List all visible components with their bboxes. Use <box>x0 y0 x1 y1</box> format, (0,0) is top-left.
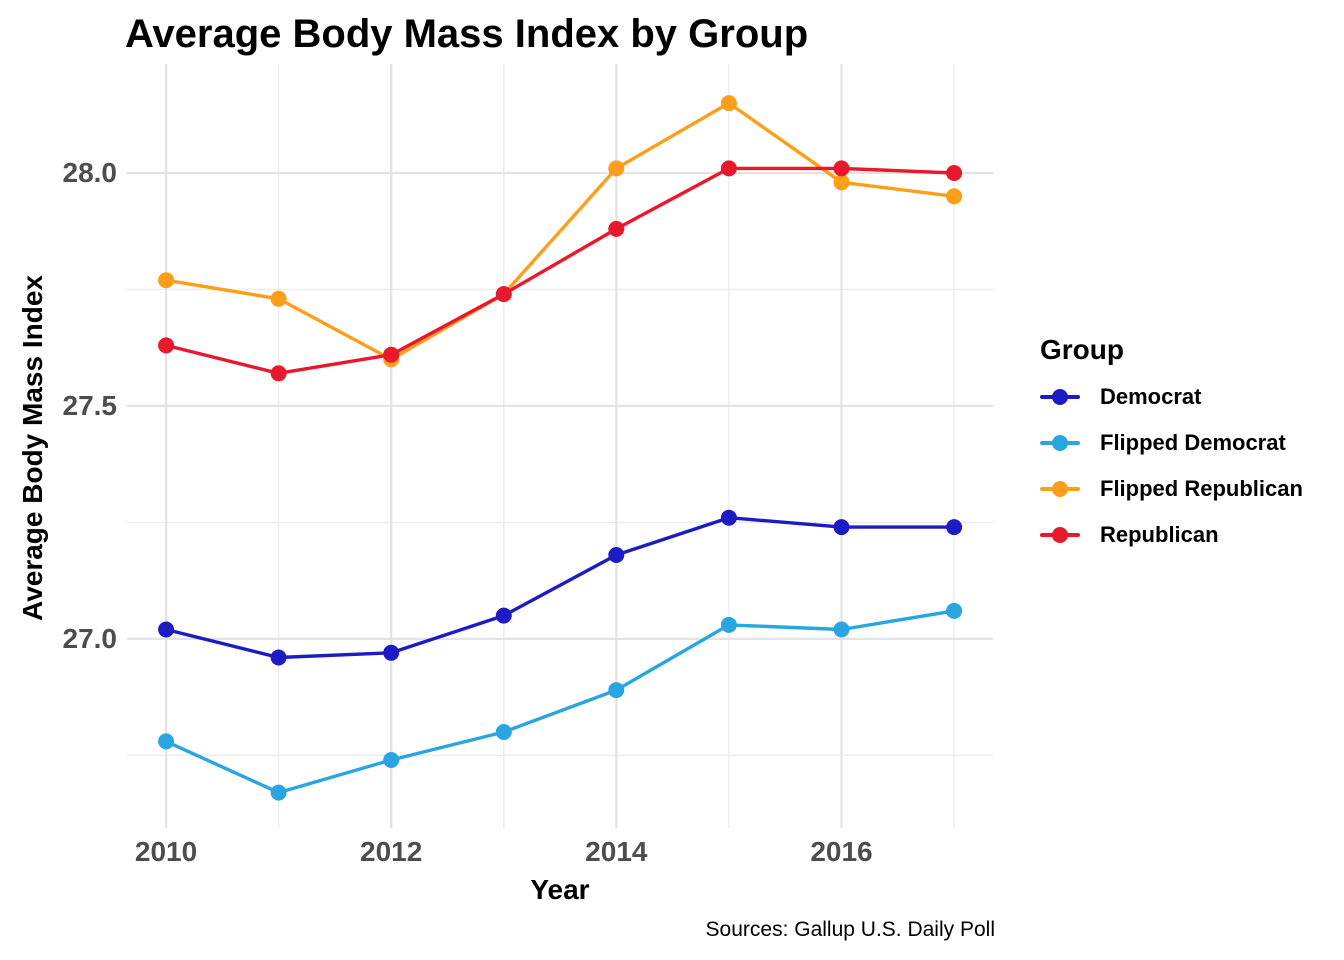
legend-item-republican: Republican <box>1040 520 1303 550</box>
legend-key-democrat <box>1040 382 1080 412</box>
y-axis-title: Average Body Mass Index <box>17 275 48 621</box>
y-tick-27.5: 27.5 <box>62 389 118 421</box>
legend-item-democrat: Democrat <box>1040 382 1303 412</box>
legend-item-flipped-republican: Flipped Republican <box>1040 474 1303 504</box>
legend-label: Republican <box>1100 522 1219 547</box>
x-tick-2014: 2014 <box>585 836 648 867</box>
legend-label: Flipped Republican <box>1100 476 1303 501</box>
legend-label: Flipped Democrat <box>1100 430 1286 455</box>
x-axis-title: Year <box>530 874 590 905</box>
x-tick-2016: 2016 <box>810 836 873 867</box>
series-lines <box>158 95 963 801</box>
y-tick-28.0: 28.0 <box>62 157 118 188</box>
x-tick-2012: 2012 <box>360 836 423 867</box>
source-caption: Sources: Gallup U.S. Daily Poll <box>705 918 995 941</box>
legend-key-flipped-republican <box>1040 474 1080 504</box>
legend-label: Democrat <box>1100 384 1202 409</box>
legend: Group Democrat Flipped Democrat Flipped … <box>1040 332 1303 566</box>
legend-key-flipped-democrat <box>1040 428 1080 458</box>
gridlines-minor <box>127 64 993 828</box>
x-tick-2010: 2010 <box>134 836 198 867</box>
legend-item-flipped-democrat: Flipped Democrat <box>1040 428 1303 458</box>
gridlines-major <box>127 64 993 828</box>
y-tick-27.0: 27.0 <box>62 622 118 654</box>
legend-key-republican <box>1040 520 1080 550</box>
chart-title: Average Body Mass Index by Group <box>125 12 809 56</box>
legend-title: Group <box>1040 334 1124 365</box>
